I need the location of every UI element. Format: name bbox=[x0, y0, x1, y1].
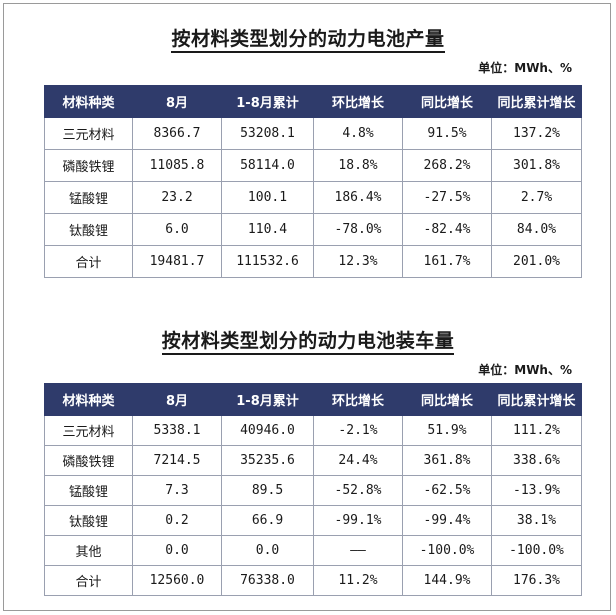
material-cell: 钛酸锂 bbox=[44, 505, 133, 536]
installed-table: 材料种类 8月 1-8月累计 环比增长 同比增长 同比累计增长 三元材料 5338… bbox=[44, 383, 582, 596]
material-cell: 三元材料 bbox=[44, 415, 133, 446]
august-cell: 5338.1 bbox=[132, 415, 222, 446]
august-cell: 7214.5 bbox=[132, 445, 222, 476]
yoy-cumulative-growth-cell: 38.1% bbox=[491, 505, 582, 536]
table-row: 钛酸锂 0.2 66.9 -99.1% -99.4% 38.1% bbox=[44, 505, 582, 536]
mom-growth-cell: 12.3% bbox=[313, 245, 403, 278]
table-header-row: 材料种类 8月 1-8月累计 环比增长 同比增长 同比累计增长 bbox=[44, 383, 582, 416]
header-cumulative: 1-8月累计 bbox=[221, 85, 314, 118]
material-cell: 磷酸铁锂 bbox=[44, 445, 133, 476]
header-yoy-cumulative-growth: 同比累计增长 bbox=[491, 85, 582, 118]
mom-growth-cell: -52.8% bbox=[313, 475, 403, 506]
august-cell: 6.0 bbox=[132, 213, 222, 246]
yoy-growth-cell: -99.4% bbox=[402, 505, 492, 536]
mom-growth-cell: —— bbox=[313, 535, 403, 566]
yoy-cumulative-growth-cell: 176.3% bbox=[491, 565, 582, 596]
document-frame bbox=[3, 3, 611, 611]
table-row: 钛酸锂 6.0 110.4 -78.0% -82.4% 84.0% bbox=[44, 213, 582, 246]
august-cell: 0.2 bbox=[132, 505, 222, 536]
yoy-growth-cell: 144.9% bbox=[402, 565, 492, 596]
production-table: 材料种类 8月 1-8月累计 环比增长 同比增长 同比累计增长 三元材料 8366… bbox=[44, 85, 582, 278]
yoy-growth-cell: -82.4% bbox=[402, 213, 492, 246]
header-august: 8月 bbox=[132, 85, 222, 118]
august-cell: 11085.8 bbox=[132, 149, 222, 182]
material-cell: 合计 bbox=[44, 245, 133, 278]
yoy-growth-cell: 161.7% bbox=[402, 245, 492, 278]
header-mom-growth: 环比增长 bbox=[313, 85, 403, 118]
material-cell: 锰酸锂 bbox=[44, 475, 133, 506]
material-cell: 锰酸锂 bbox=[44, 181, 133, 214]
mom-growth-cell: -2.1% bbox=[313, 415, 403, 446]
mom-growth-cell: 18.8% bbox=[313, 149, 403, 182]
cumulative-cell: 35235.6 bbox=[221, 445, 314, 476]
table-row: 锰酸锂 23.2 100.1 186.4% -27.5% 2.7% bbox=[44, 181, 582, 214]
production-unit: 单位：MWh、% bbox=[478, 61, 572, 75]
table-header-row: 材料种类 8月 1-8月累计 环比增长 同比增长 同比累计增长 bbox=[44, 85, 582, 118]
yoy-cumulative-growth-cell: 137.2% bbox=[491, 117, 582, 150]
yoy-cumulative-growth-cell: -13.9% bbox=[491, 475, 582, 506]
yoy-cumulative-growth-cell: 201.0% bbox=[491, 245, 582, 278]
yoy-cumulative-growth-cell: 301.8% bbox=[491, 149, 582, 182]
table-row: 三元材料 5338.1 40946.0 -2.1% 51.9% 111.2% bbox=[44, 415, 582, 446]
yoy-cumulative-growth-cell: 111.2% bbox=[491, 415, 582, 446]
august-cell: 19481.7 bbox=[132, 245, 222, 278]
table-row: 其他 0.0 0.0 —— -100.0% -100.0% bbox=[44, 535, 582, 566]
table-row: 磷酸铁锂 7214.5 35235.6 24.4% 361.8% 338.6% bbox=[44, 445, 582, 476]
material-cell: 钛酸锂 bbox=[44, 213, 133, 246]
production-title: 按材料类型划分的动力电池产量 bbox=[0, 24, 616, 53]
cumulative-cell: 100.1 bbox=[221, 181, 314, 214]
august-cell: 7.3 bbox=[132, 475, 222, 506]
yoy-growth-cell: -100.0% bbox=[402, 535, 492, 566]
header-yoy-growth: 同比增长 bbox=[402, 383, 492, 416]
august-cell: 0.0 bbox=[132, 535, 222, 566]
yoy-cumulative-growth-cell: -100.0% bbox=[491, 535, 582, 566]
header-cumulative: 1-8月累计 bbox=[221, 383, 314, 416]
material-cell: 合计 bbox=[44, 565, 133, 596]
august-cell: 12560.0 bbox=[132, 565, 222, 596]
yoy-growth-cell: 361.8% bbox=[402, 445, 492, 476]
material-cell: 其他 bbox=[44, 535, 133, 566]
table-row: 锰酸锂 7.3 89.5 -52.8% -62.5% -13.9% bbox=[44, 475, 582, 506]
cumulative-cell: 110.4 bbox=[221, 213, 314, 246]
cumulative-cell: 58114.0 bbox=[221, 149, 314, 182]
header-yoy-growth: 同比增长 bbox=[402, 85, 492, 118]
yoy-cumulative-growth-cell: 338.6% bbox=[491, 445, 582, 476]
table-row: 磷酸铁锂 11085.8 58114.0 18.8% 268.2% 301.8% bbox=[44, 149, 582, 182]
mom-growth-cell: -78.0% bbox=[313, 213, 403, 246]
yoy-cumulative-growth-cell: 84.0% bbox=[491, 213, 582, 246]
cumulative-cell: 76338.0 bbox=[221, 565, 314, 596]
cumulative-cell: 0.0 bbox=[221, 535, 314, 566]
header-august: 8月 bbox=[132, 383, 222, 416]
yoy-growth-cell: 268.2% bbox=[402, 149, 492, 182]
material-cell: 磷酸铁锂 bbox=[44, 149, 133, 182]
mom-growth-cell: 4.8% bbox=[313, 117, 403, 150]
cumulative-cell: 53208.1 bbox=[221, 117, 314, 150]
header-yoy-cumulative-growth: 同比累计增长 bbox=[491, 383, 582, 416]
installed-title: 按材料类型划分的动力电池装车量 bbox=[0, 326, 616, 355]
yoy-growth-cell: -27.5% bbox=[402, 181, 492, 214]
table-row: 合计 12560.0 76338.0 11.2% 144.9% 176.3% bbox=[44, 565, 582, 596]
mom-growth-cell: 24.4% bbox=[313, 445, 403, 476]
cumulative-cell: 40946.0 bbox=[221, 415, 314, 446]
yoy-growth-cell: -62.5% bbox=[402, 475, 492, 506]
yoy-growth-cell: 91.5% bbox=[402, 117, 492, 150]
yoy-growth-cell: 51.9% bbox=[402, 415, 492, 446]
august-cell: 23.2 bbox=[132, 181, 222, 214]
mom-growth-cell: 11.2% bbox=[313, 565, 403, 596]
mom-growth-cell: 186.4% bbox=[313, 181, 403, 214]
cumulative-cell: 89.5 bbox=[221, 475, 314, 506]
table-row: 合计 19481.7 111532.6 12.3% 161.7% 201.0% bbox=[44, 245, 582, 278]
material-cell: 三元材料 bbox=[44, 117, 133, 150]
cumulative-cell: 111532.6 bbox=[221, 245, 314, 278]
cumulative-cell: 66.9 bbox=[221, 505, 314, 536]
table-row: 三元材料 8366.7 53208.1 4.8% 91.5% 137.2% bbox=[44, 117, 582, 150]
installed-unit: 单位：MWh、% bbox=[478, 363, 572, 377]
yoy-cumulative-growth-cell: 2.7% bbox=[491, 181, 582, 214]
header-mom-growth: 环比增长 bbox=[313, 383, 403, 416]
header-material: 材料种类 bbox=[44, 85, 133, 118]
mom-growth-cell: -99.1% bbox=[313, 505, 403, 536]
august-cell: 8366.7 bbox=[132, 117, 222, 150]
header-material: 材料种类 bbox=[44, 383, 133, 416]
